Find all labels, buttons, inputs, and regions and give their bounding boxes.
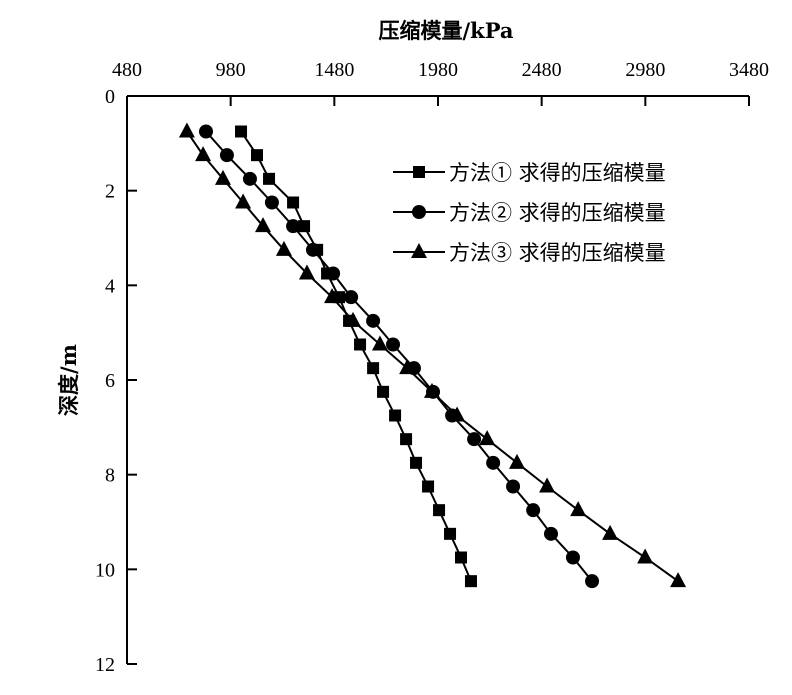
data-point-square: [455, 551, 468, 564]
data-point-square: [422, 480, 435, 493]
legend-item-3: 方法③ 求得的压缩模量: [393, 241, 666, 265]
axes: 480 980 1480 1980 2480 2980 3480 0 2 4 6 8 10 12: [95, 59, 769, 676]
data-point-square: [287, 196, 300, 209]
data-point-circle: [467, 432, 482, 447]
y-tick-label: 0: [105, 86, 115, 108]
data-point-square: [298, 220, 311, 233]
legend-marker-square: [413, 166, 425, 178]
x-tick-label: 3480: [729, 59, 769, 81]
legend-item-1: 方法① 求得的压缩模量: [393, 161, 666, 185]
data-point-circle: [543, 526, 558, 541]
x-tick-label: 2980: [625, 59, 665, 81]
data-point-triangle: [178, 122, 195, 138]
data-point-square: [235, 125, 248, 138]
data-point-triangle: [324, 288, 341, 304]
data-point-triangle: [423, 382, 440, 398]
data-point-triangle: [637, 548, 654, 564]
data-point-circle: [486, 455, 501, 470]
data-point-triangle: [508, 453, 525, 469]
data-point-triangle: [670, 572, 687, 588]
series-3: [178, 122, 687, 588]
data-point-square: [410, 456, 423, 469]
data-point-triangle: [344, 311, 361, 327]
data-point-circle: [286, 219, 301, 234]
data-point-triangle: [275, 240, 292, 256]
y-tick-label: 2: [105, 181, 115, 203]
data-point-circle: [242, 171, 257, 186]
legend-marker-triangle: [411, 243, 427, 258]
x-tick-label: 1980: [418, 59, 458, 81]
data-point-circle: [264, 195, 279, 210]
y-axis-title: 深度/m: [56, 344, 81, 416]
y-tick-label: 12: [95, 654, 115, 676]
data-point-triangle: [298, 264, 315, 280]
series-line-3: [186, 130, 679, 582]
legend-marker-circle: [412, 205, 426, 219]
data-point-square: [354, 338, 367, 351]
y-tick-label: 8: [105, 465, 115, 487]
x-axis-title: 压缩模量/kPa: [378, 18, 513, 43]
data-point-square: [400, 433, 413, 446]
data-point-triangle: [371, 335, 388, 351]
data-point-triangle: [602, 524, 619, 540]
series-group: [178, 122, 687, 589]
data-point-square: [444, 527, 457, 540]
data-point-circle: [565, 550, 580, 565]
data-point-triangle: [449, 406, 466, 422]
legend-label: 方法③ 求得的压缩模量: [449, 241, 666, 265]
data-point-circle: [366, 313, 381, 328]
data-point-square: [377, 385, 390, 398]
x-tick-label: 1480: [314, 59, 354, 81]
data-point-square: [250, 149, 263, 162]
data-point-triangle: [539, 477, 556, 493]
data-point-square: [263, 172, 276, 185]
data-point-circle: [326, 266, 341, 281]
data-point-triangle: [214, 169, 231, 185]
x-tick-label: 480: [112, 59, 142, 81]
y-tick-label: 6: [105, 370, 115, 392]
data-point-square: [433, 504, 446, 517]
data-point-square: [389, 409, 402, 422]
legend-item-2: 方法② 求得的压缩模量: [393, 201, 666, 225]
x-tick-label: 2480: [522, 59, 562, 81]
data-point-circle: [506, 479, 521, 494]
data-point-triangle: [235, 193, 252, 209]
data-point-triangle: [195, 146, 212, 162]
legend-label: 方法① 求得的压缩模量: [449, 161, 666, 185]
series-1: [235, 125, 477, 588]
data-point-circle: [198, 124, 213, 139]
data-point-circle: [585, 574, 600, 589]
data-point-triangle: [255, 217, 272, 233]
x-tick-label: 980: [216, 59, 246, 81]
data-point-circle: [219, 148, 234, 163]
data-point-triangle: [479, 430, 496, 446]
legend-label: 方法② 求得的压缩模量: [449, 201, 666, 225]
data-point-circle: [344, 290, 359, 305]
data-point-triangle: [570, 501, 587, 517]
data-point-circle: [526, 503, 541, 518]
data-point-square: [367, 362, 380, 375]
data-point-circle: [305, 242, 320, 257]
data-point-square: [464, 575, 477, 588]
y-tick-label: 4: [105, 275, 115, 297]
data-point-circle: [386, 337, 401, 352]
y-tick-label: 10: [95, 559, 115, 581]
series-2: [198, 124, 600, 589]
data-point-triangle: [399, 359, 416, 375]
